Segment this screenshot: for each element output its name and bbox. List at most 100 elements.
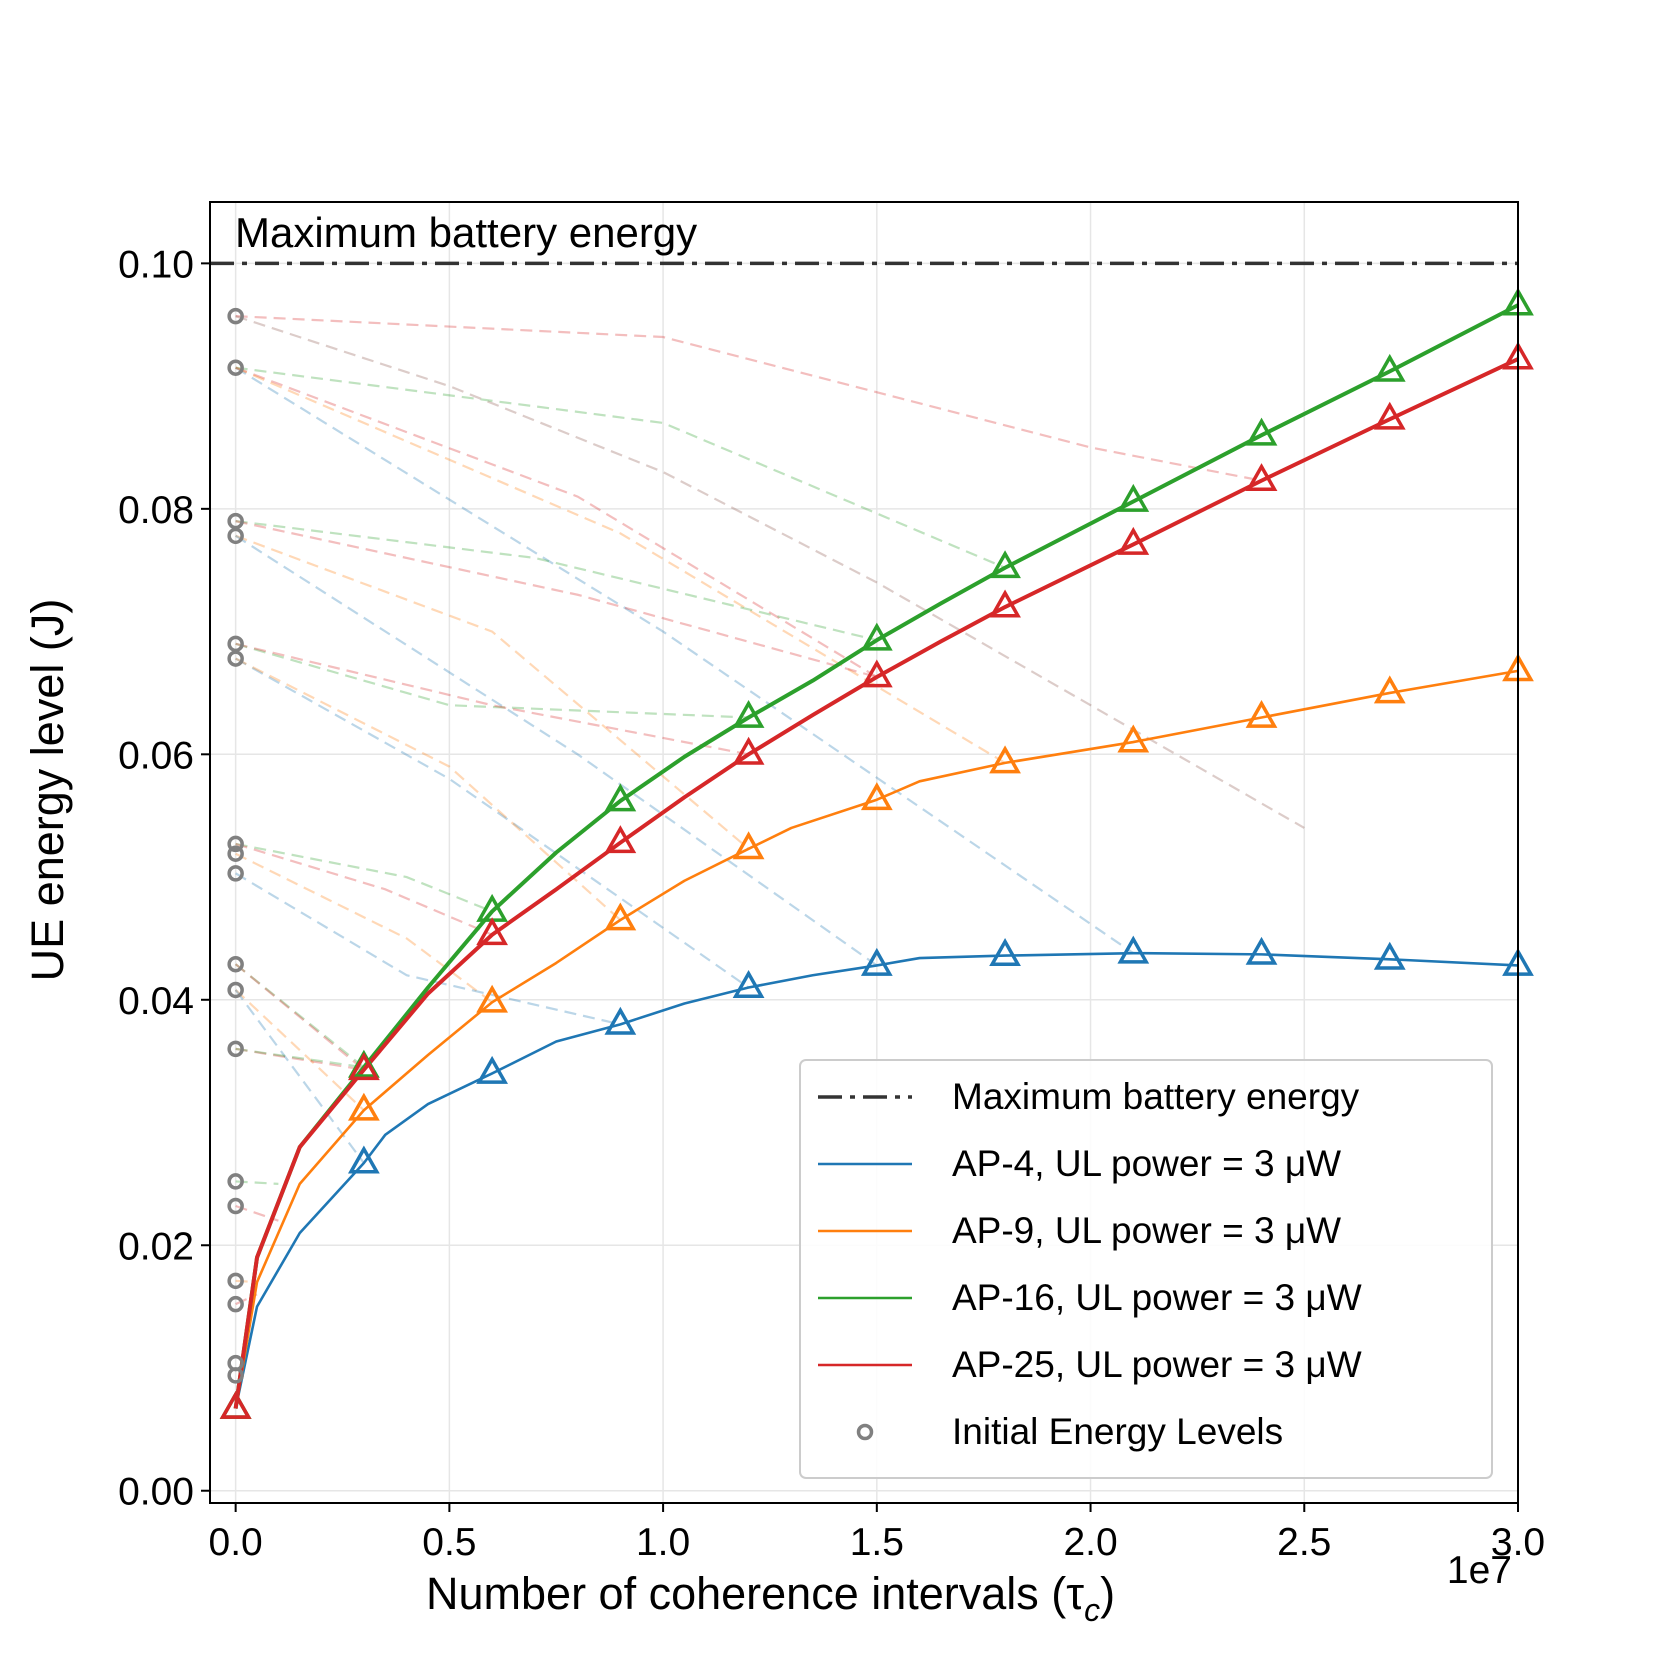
initial-level-marker-17 xyxy=(227,1367,244,1384)
series-marker-1-6 xyxy=(989,745,1021,774)
initial-trajectory-13 xyxy=(235,657,622,921)
initial-trajectory-4 xyxy=(235,366,1134,955)
series-marker-3-2 xyxy=(476,917,509,946)
series-marker-2-6 xyxy=(989,550,1021,579)
series-marker-1-8 xyxy=(1245,699,1278,728)
initial-level-marker-0 xyxy=(227,307,244,325)
legend-label-ap9: AP-9, UL power = 3 μW xyxy=(952,1210,1341,1251)
initial-trajectory-0 xyxy=(235,315,1262,482)
initial-level-marker-5 xyxy=(227,650,244,667)
legend-label-initial: Initial Energy Levels xyxy=(952,1411,1283,1452)
initial-trajectory-14 xyxy=(235,842,493,913)
series-marker-3-1 xyxy=(347,1052,380,1081)
x-tick-label-5: 2.5 xyxy=(1277,1521,1331,1564)
initial-level-marker-15 xyxy=(227,1295,244,1313)
series-marker-1-2 xyxy=(476,984,509,1013)
series-marker-1-9 xyxy=(1373,675,1406,704)
initial-level-marker-10 xyxy=(227,981,244,999)
y-tick-label-4: 0.08 xyxy=(118,489,194,532)
series-marker-2-4 xyxy=(732,699,765,728)
series-marker-3-8 xyxy=(1245,463,1278,492)
series-marker-3-0 xyxy=(219,1390,252,1419)
initial-trajectory-22 xyxy=(235,1047,365,1071)
series-marker-0-2 xyxy=(476,1055,509,1084)
initial-trajectory-8 xyxy=(235,534,750,850)
initial-trajectory-15 xyxy=(235,842,493,936)
legend-swatches xyxy=(818,1095,912,1441)
initial-trajectory-26 xyxy=(235,1279,258,1284)
legend-frame xyxy=(799,1059,1493,1479)
series-marker-1-7 xyxy=(1117,724,1150,753)
initial-trajectory-23 xyxy=(235,1047,365,1069)
initial-trajectory-18 xyxy=(234,963,365,1069)
series-marker-0-3 xyxy=(604,1006,637,1035)
x-tick-label-4: 2.0 xyxy=(1063,1521,1117,1564)
initial-trajectories xyxy=(234,315,1305,1306)
initial-trajectory-12 xyxy=(235,657,750,989)
initial-trajectory-16 xyxy=(235,852,493,1004)
series-lines xyxy=(233,303,1519,1409)
y-tick-label-5: 0.10 xyxy=(118,243,194,286)
initial-trajectory-7 xyxy=(235,520,878,679)
legend-label-ap25: AP-25, UL power = 3 μW xyxy=(952,1344,1362,1385)
legend: Maximum battery energy AP-4, UL power = … xyxy=(799,1059,1493,1479)
grid xyxy=(210,202,1519,1503)
x-tick-label-1: 0.5 xyxy=(422,1521,476,1564)
initial-level-marker-3 xyxy=(227,527,244,545)
series-line-1 xyxy=(234,669,1519,1409)
series-marker-1-1 xyxy=(347,1092,380,1121)
series-marker-0-9 xyxy=(1373,941,1406,970)
series-marker-2-3 xyxy=(604,783,637,812)
initial-level-marker-14 xyxy=(227,1272,244,1290)
x-axis-label-close: ) xyxy=(1100,1568,1115,1619)
series-marker-0-7 xyxy=(1117,935,1150,964)
x-tick-label-6: 3.0 xyxy=(1491,1521,1545,1564)
initial-trajectory-2 xyxy=(235,366,1006,569)
series-marker-0-1 xyxy=(347,1145,380,1174)
initial-level-marker-13 xyxy=(227,1197,244,1215)
series-marker-1-4 xyxy=(732,831,765,860)
initial-level-marker-1 xyxy=(227,359,244,376)
plot-area-frame xyxy=(209,201,1519,1504)
initial-trajectory-17 xyxy=(235,872,621,1026)
x-tick-label-0: 0.0 xyxy=(209,1521,263,1564)
series-marker-1-3 xyxy=(604,902,637,931)
legend-swatch-initial xyxy=(856,1423,874,1441)
series-line-0 xyxy=(234,951,1519,1409)
series-marker-2-5 xyxy=(860,622,893,651)
series-marker-1-5 xyxy=(860,782,893,811)
x-axis-multiplier: 1e7 xyxy=(1447,1549,1512,1592)
initial-level-marker-12 xyxy=(227,1173,244,1190)
series-marker-0-5 xyxy=(860,947,893,976)
series-marker-2-8 xyxy=(1245,417,1278,446)
initial-trajectory-1 xyxy=(235,315,1305,829)
initial-level-marker-7 xyxy=(227,845,244,862)
x-axis-label-main: Number of coherence intervals (τ xyxy=(426,1568,1084,1619)
initial-trajectory-3 xyxy=(235,366,878,678)
initial-trajectory-9 xyxy=(235,534,878,967)
initial-level-marker-6 xyxy=(227,835,244,853)
y-axis-label: UE energy level (J) xyxy=(22,599,73,982)
series-marker-2-9 xyxy=(1373,353,1406,382)
x-tick-label-2: 1.0 xyxy=(636,1521,690,1564)
initial-trajectory-11 xyxy=(235,642,749,756)
legend-label-ap16: AP-16, UL power = 3 μW xyxy=(952,1277,1362,1318)
y-tick-label-1: 0.02 xyxy=(118,1225,194,1268)
series-marker-3-4 xyxy=(732,736,765,765)
initial-trajectory-5 xyxy=(235,366,1006,764)
series-marker-2-7 xyxy=(1117,483,1150,512)
max-battery-annotation: Maximum battery energy xyxy=(235,209,697,256)
y-tick-label-0: 0.00 xyxy=(118,1471,194,1514)
initial-trajectory-19 xyxy=(234,963,365,1071)
series-marker-3-6 xyxy=(989,589,1021,618)
x-axis-label: Number of coherence intervals (τc) xyxy=(426,1568,1115,1628)
y-axis-ticks: 0.00 0.02 0.04 0.06 0.08 0.10 xyxy=(118,243,210,1514)
series-marker-3-3 xyxy=(604,825,637,854)
series-marker-3-7 xyxy=(1117,526,1150,555)
initial-energy-markers xyxy=(227,307,244,1384)
series-marker-3-9 xyxy=(1373,401,1406,430)
x-axis-label-subscript: c xyxy=(1084,1592,1100,1628)
y-tick-label-2: 0.04 xyxy=(118,980,194,1023)
x-axis-ticks: 0.0 0.5 1.0 1.5 2.0 2.5 3.0 xyxy=(209,1503,1545,1564)
